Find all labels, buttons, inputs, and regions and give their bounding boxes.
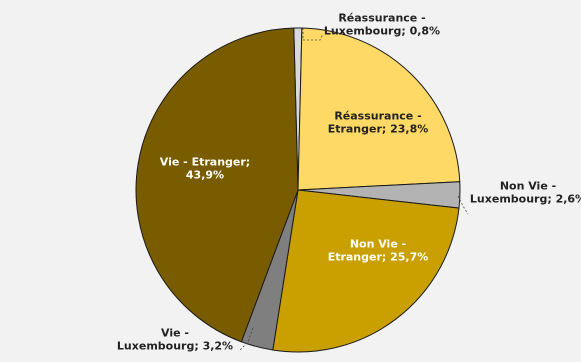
data-label-nonvie_etr: Non Vie -Etranger; 25,7% [328, 238, 429, 264]
data-label-vie_lux: Vie -Luxembourg; 3,2% [117, 327, 233, 353]
leader-line-nonvie_lux [457, 195, 469, 215]
pie-slice-reass_etr [297, 27, 461, 191]
pie-slice-nonvie_etr [272, 189, 460, 353]
data-label-reass_etr: Réassurance -Etranger; 23,8% [328, 110, 429, 136]
data-label-reass_lux: Réassurance -Luxembourg; 0,8% [324, 12, 440, 38]
leader-line-reass_lux [302, 28, 324, 41]
data-label-nonvie_lux: Non Vie -Luxembourg; 2,6% [470, 180, 581, 206]
data-label-vie_etr: Vie - Etranger; 43,9% [160, 156, 250, 182]
pie-slice-vie_etr [135, 27, 299, 343]
leader-line-vie_lux [239, 327, 254, 351]
